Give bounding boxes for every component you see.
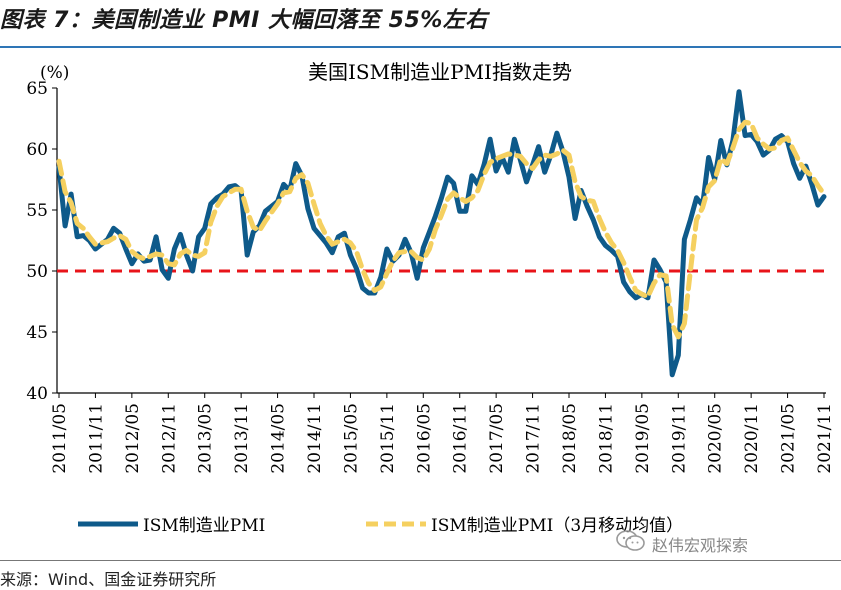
series-line-ma	[56, 119, 827, 340]
x-tick-label: 2021/11	[815, 403, 835, 474]
y-tick-label: 50	[26, 262, 48, 282]
x-tick-label: 2013/05	[196, 403, 216, 474]
pmi-chart: 美国ISM制造业PMI指数走势 (%) 40 45 50 55 60 65 2011/05…	[26, 60, 835, 536]
x-tick-label: 2016/05	[414, 403, 434, 474]
x-tick-label: 2014/05	[269, 403, 289, 474]
x-tick-label: 2019/11	[669, 403, 689, 474]
legend: ISM制造业PMI ISM制造业PMI（3月移动均值）	[78, 516, 683, 536]
x-tick-label: 2015/05	[341, 403, 361, 474]
x-tick-label: 2016/11	[451, 403, 471, 474]
x-tick-label: 2018/11	[596, 403, 616, 474]
figure-title: 图表 7：美国制造业 PMI 大幅回落至 55%左右	[0, 8, 488, 33]
wechat-icon	[616, 530, 646, 556]
x-tick-label: 2013/11	[232, 403, 252, 474]
x-tick-label: 2017/05	[487, 403, 507, 474]
source-rule	[0, 560, 841, 561]
source-note: 来源：Wind、国金证券研究所	[0, 570, 217, 589]
watermark: 赵伟宏观探索	[652, 536, 749, 555]
x-tick-label: 2018/05	[560, 403, 580, 474]
y-tick-label: 40	[26, 384, 48, 404]
title-rule	[0, 46, 841, 48]
x-tick-label: 2019/05	[633, 403, 653, 474]
legend-label-pmi: ISM制造业PMI	[143, 516, 265, 536]
x-tick-label: 2017/11	[524, 403, 544, 474]
x-tick-label: 2012/05	[123, 403, 143, 474]
x-tick-label: 2020/05	[706, 403, 726, 474]
y-tick-label: 55	[26, 201, 48, 221]
x-tick-label: 2011/11	[86, 403, 106, 474]
y-axis-unit: (%)	[40, 63, 69, 83]
plot-area	[56, 89, 827, 378]
y-axis: 40 45 50 55 60 65	[26, 79, 58, 404]
x-tick-label: 2014/11	[305, 403, 325, 474]
series-line-pmi	[56, 89, 827, 378]
x-tick-label: 2020/11	[742, 403, 762, 474]
y-tick-label: 60	[26, 140, 48, 160]
y-tick-label: 45	[26, 323, 48, 343]
x-axis: 2011/05 2011/11 2012/05 2012/11 2013/05 2013/…	[50, 392, 835, 474]
x-tick-label: 2011/05	[50, 403, 70, 474]
chart-title: 美国ISM制造业PMI指数走势	[308, 60, 572, 84]
x-tick-label: 2015/11	[378, 403, 398, 474]
y-tick-label: 65	[26, 79, 48, 99]
x-tick-label: 2021/05	[779, 403, 799, 474]
legend-label-ma: ISM制造业PMI（3月移动均值）	[431, 516, 683, 536]
x-tick-label: 2012/11	[159, 403, 179, 474]
